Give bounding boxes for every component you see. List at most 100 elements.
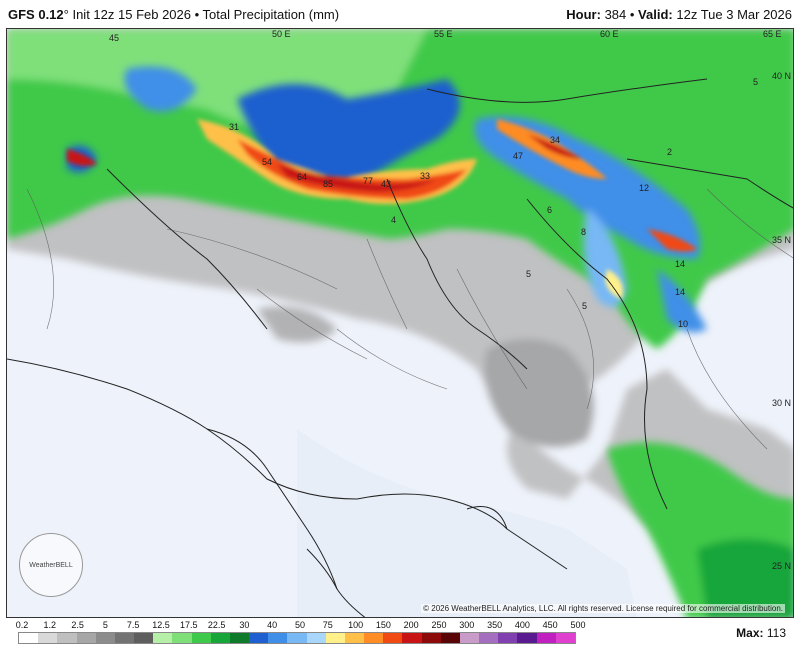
legend-swatch [57, 633, 77, 643]
value-label: 77 [363, 176, 374, 186]
legend-swatch [383, 633, 403, 643]
legend-tick-label: 22.5 [207, 620, 226, 630]
run-title: GFS 0.12° Init 12z 15 Feb 2026 • Total P… [8, 7, 339, 22]
weatherbell-logo: WeatherBELL [19, 533, 83, 597]
value-label: 47 [513, 151, 524, 161]
legend-swatch [191, 633, 211, 643]
grid-label-65e: 65 E [763, 29, 782, 39]
value-label: 12 [639, 183, 650, 193]
legend-swatch [19, 633, 39, 643]
legend-tick-label: 200 [403, 620, 419, 630]
legend-swatch [498, 633, 518, 643]
grid-label-35n: 35 N [772, 235, 792, 245]
heavy-precip-blue [67, 66, 707, 333]
value-label: 8 [581, 227, 587, 237]
legend-color-bar [18, 632, 576, 644]
province-borders [26, 188, 793, 450]
legend-swatch [210, 633, 230, 643]
grid-label-40n: 40 N [772, 71, 792, 81]
legend-tick-label: 0.2 [15, 620, 29, 630]
legend-ticks: 0.2 1.2 2.5 5 7.5 12.5 17.5 22.5 30 40 50 75 100 150 2… [16, 620, 586, 632]
legend-tick-label: 40 [267, 620, 278, 630]
run-info: Init 12z 15 Feb 2026 • Total Precipitati… [72, 6, 340, 22]
legend-tick-label: 1.2 [43, 620, 57, 630]
legend-tick-label: 150 [375, 620, 391, 630]
grid-label-55e: 55 E [434, 29, 453, 39]
hour-value: 384 [604, 6, 627, 22]
value-label: 34 [550, 135, 561, 145]
legend-swatch [249, 633, 269, 643]
legend-swatch [153, 633, 173, 643]
legend-tick-label: 75 [322, 620, 333, 630]
legend-swatch [402, 633, 422, 643]
header-bar: GFS 0.12° Init 12z 15 Feb 2026 • Total P… [0, 0, 800, 28]
grid-label-60e: 60 E [600, 29, 619, 39]
legend-swatch [325, 633, 345, 643]
valid-value: 12z Tue 3 Mar 2026 [676, 6, 792, 22]
legend-tick-label: 400 [514, 620, 530, 630]
model-name: GFS 0.12 [8, 6, 64, 22]
value-label: 6 [547, 205, 553, 215]
precipitation-map[interactable]: 45 50 E 55 E 60 E 65 E 40 N 35 N 30 N 25… [6, 28, 794, 618]
value-label: 64 [297, 172, 308, 182]
legend-tick-label: 5 [102, 620, 108, 630]
value-label: 85 [323, 179, 334, 189]
legend-tick-label: 2.5 [71, 620, 84, 630]
logo-text: WeatherBELL [29, 561, 73, 569]
legend-tick-label: 450 [542, 620, 558, 630]
value-label: 43 [381, 179, 392, 189]
legend-swatch [421, 633, 441, 643]
legend-swatch [229, 633, 250, 643]
legend-tick-label: 12.5 [152, 620, 170, 630]
grid-label-30n: 30 N [772, 398, 792, 408]
grid-label-45: 45 [109, 33, 120, 43]
value-label: 14 [675, 259, 686, 269]
value-label: 10 [678, 319, 689, 329]
legend-swatch [555, 633, 575, 643]
value-label: 5 [526, 269, 532, 279]
value-label: 5 [582, 301, 588, 311]
value-label: 31 [229, 122, 240, 132]
country-borders [7, 78, 793, 617]
legend-tick-label: 7.5 [126, 620, 140, 630]
legend-swatch [38, 633, 58, 643]
legend-swatch [344, 633, 365, 643]
legend-swatch [479, 633, 499, 643]
intense-precip-band [67, 119, 697, 299]
legend-swatch [440, 633, 460, 643]
legend-swatch [517, 633, 537, 643]
legend-tick-label: 250 [431, 620, 447, 630]
gulf-water [297, 429, 637, 617]
legend-tick-label: 300 [459, 620, 475, 630]
max-label-text: Max: [736, 626, 764, 640]
legend-swatch [306, 633, 326, 643]
legend-swatch [172, 633, 192, 643]
map-canvas [7, 29, 793, 617]
legend-tick-label: 100 [348, 620, 364, 630]
grid-label-50e: 50 E [272, 29, 291, 39]
legend-tick-label: 50 [294, 620, 306, 630]
value-label: 2 [667, 147, 673, 157]
legend-tick-label: 30 [239, 620, 250, 630]
value-label: 33 [420, 171, 431, 181]
max-value: 113 [766, 626, 786, 640]
precip-legend: 0.2 1.2 2.5 5 7.5 12.5 17.5 22.5 30 40 50 75 100 150 2… [0, 618, 800, 657]
value-label: 4 [391, 215, 397, 225]
value-label: 14 [675, 287, 686, 297]
valid-label: Valid: [638, 6, 673, 22]
legend-tick-label: 17.5 [180, 620, 198, 630]
legend-tick-label: 350 [487, 620, 503, 630]
legend-swatch [287, 633, 307, 643]
value-label: 5 [753, 77, 759, 87]
legend-tick-label: 500 [570, 620, 586, 630]
value-label: 54 [262, 157, 273, 167]
hour-label: Hour: [566, 6, 601, 22]
legend-swatch [268, 633, 288, 643]
legend-swatch [114, 633, 135, 643]
copyright-notice: © 2026 WeatherBELL Analytics, LLC. All r… [421, 604, 785, 613]
legend-swatch [536, 633, 556, 643]
valid-time: Hour: 384 • Valid: 12z Tue 3 Mar 2026 [566, 6, 792, 22]
legend-swatch [95, 633, 115, 643]
legend-swatch [76, 633, 96, 643]
max-value-label: Max: 113 [736, 626, 786, 640]
